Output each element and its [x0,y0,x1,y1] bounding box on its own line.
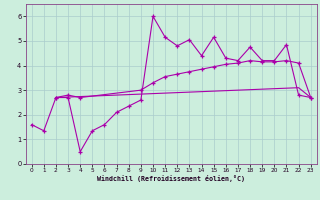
X-axis label: Windchill (Refroidissement éolien,°C): Windchill (Refroidissement éolien,°C) [97,175,245,182]
